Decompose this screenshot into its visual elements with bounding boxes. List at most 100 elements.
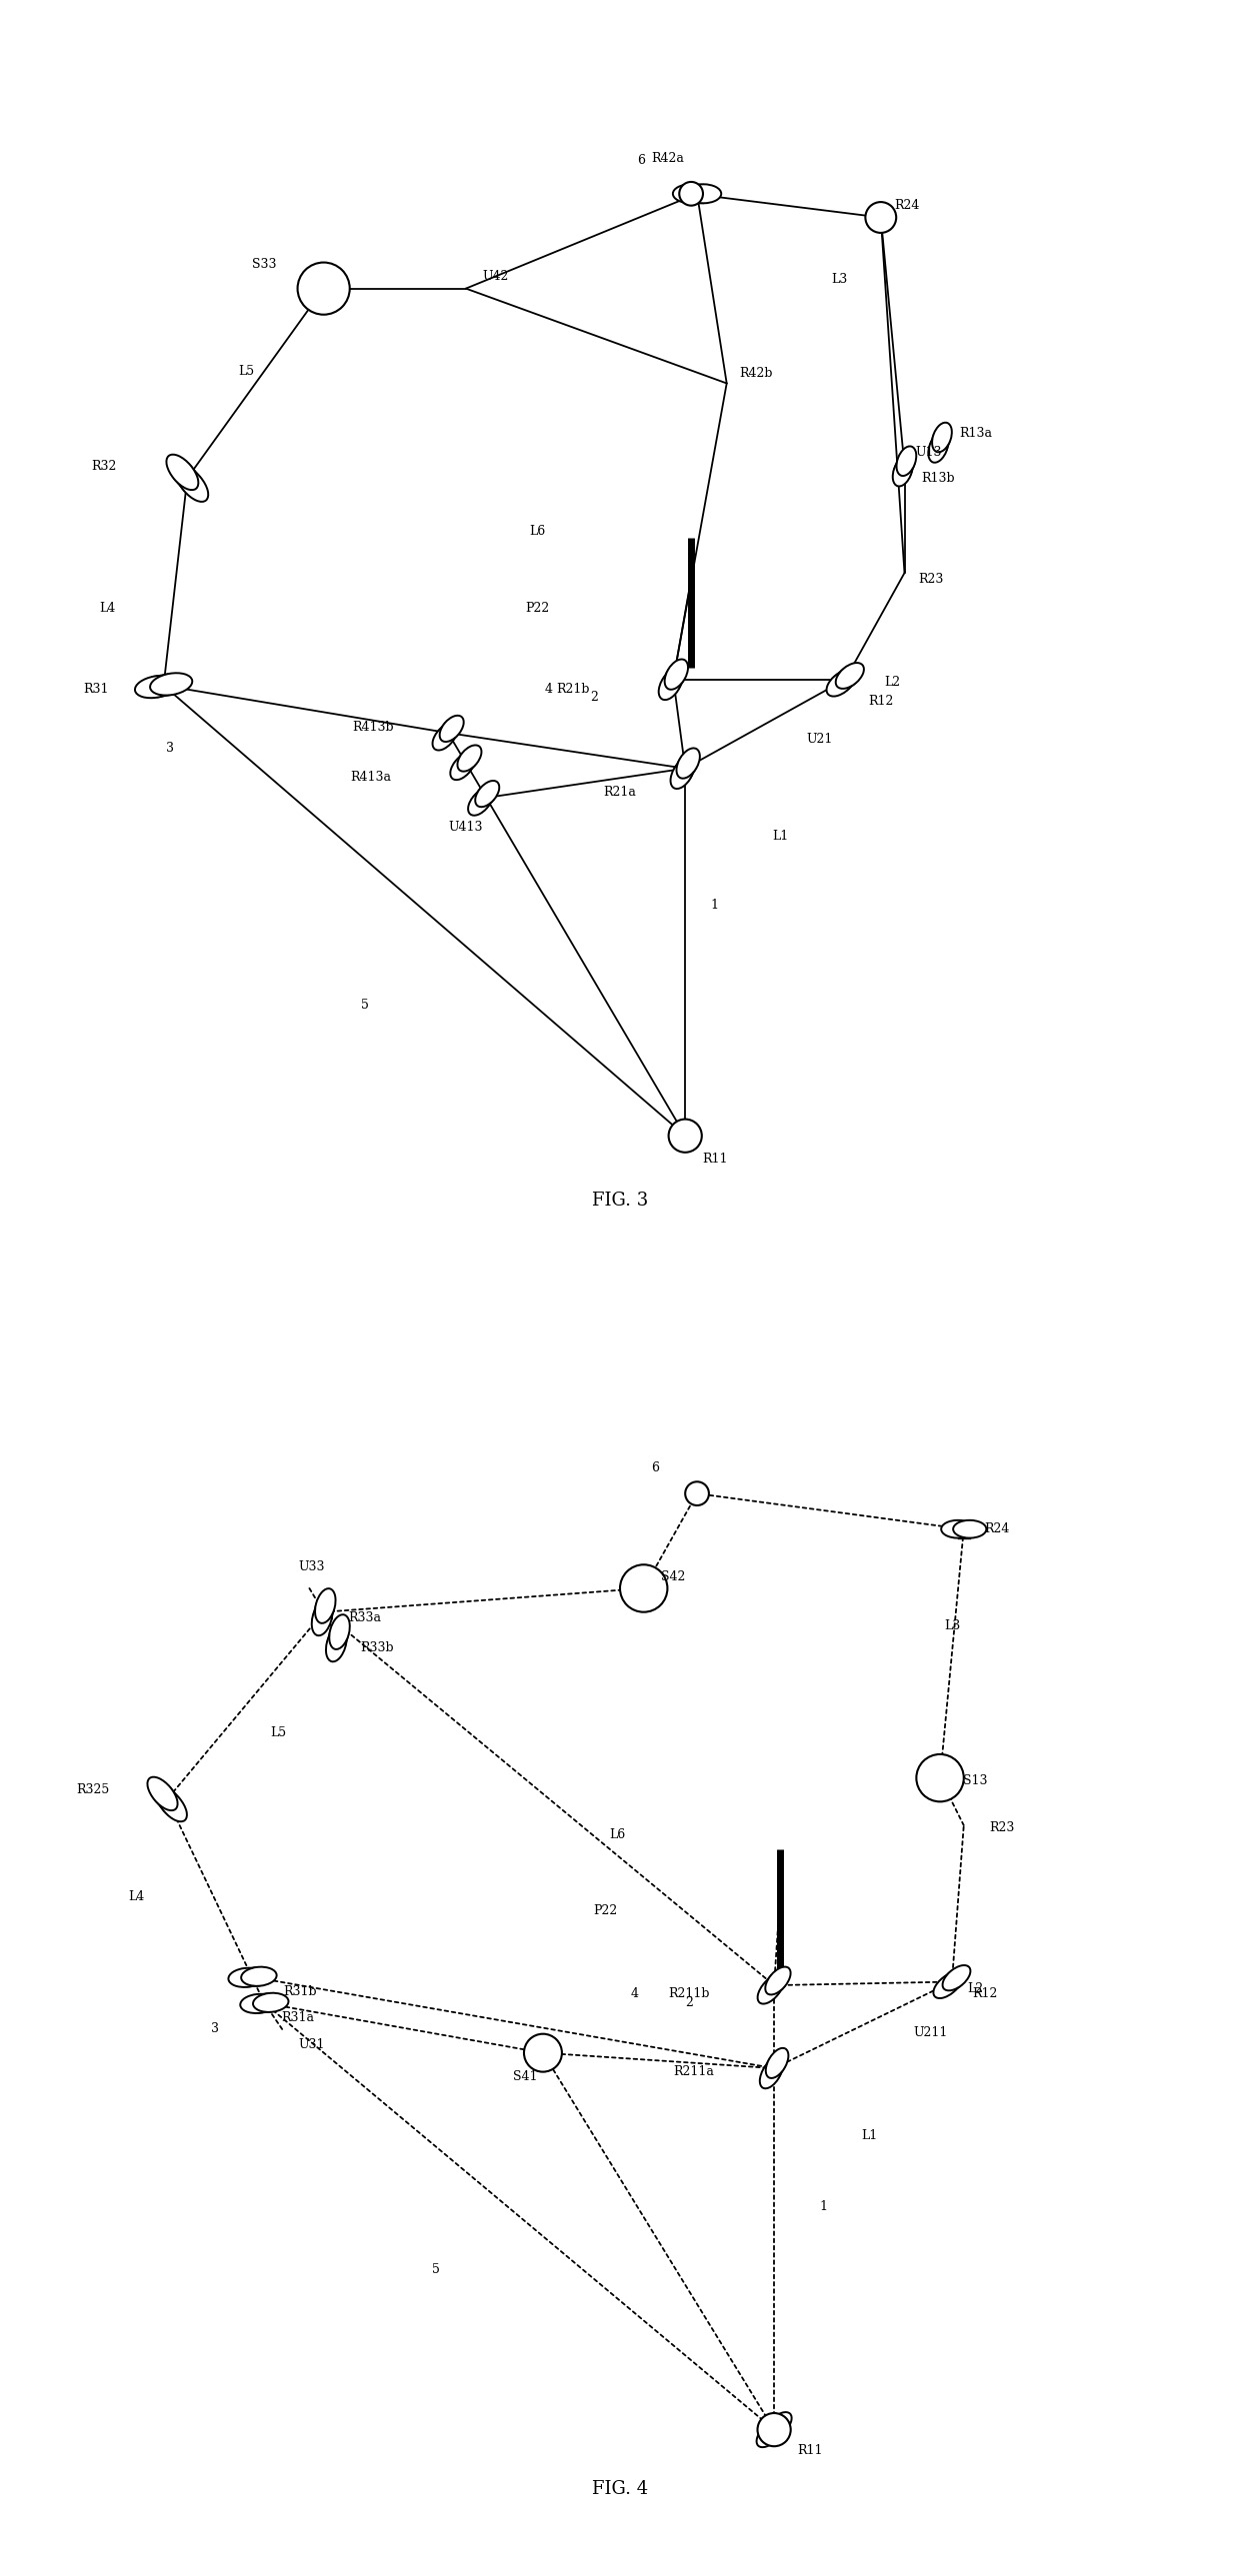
Ellipse shape	[686, 185, 722, 204]
Circle shape	[686, 1481, 709, 1504]
Text: R24: R24	[985, 1522, 1009, 1535]
Ellipse shape	[467, 788, 492, 817]
Text: R413a: R413a	[351, 770, 392, 783]
Text: U13: U13	[915, 446, 941, 459]
Ellipse shape	[677, 747, 699, 778]
Text: FIG. 3: FIG. 3	[591, 1193, 649, 1211]
Text: R11: R11	[702, 1154, 728, 1167]
Text: R33a: R33a	[348, 1613, 382, 1625]
Text: 6: 6	[637, 155, 645, 167]
Circle shape	[620, 1564, 667, 1613]
Text: U31: U31	[299, 2038, 325, 2050]
Ellipse shape	[942, 1965, 971, 1991]
Ellipse shape	[934, 1973, 961, 1999]
Text: R24: R24	[894, 198, 920, 211]
Text: 1: 1	[711, 899, 719, 912]
Ellipse shape	[765, 1968, 791, 1994]
Ellipse shape	[765, 2411, 791, 2439]
Ellipse shape	[135, 675, 177, 698]
Ellipse shape	[241, 1994, 275, 2014]
Text: R12: R12	[868, 696, 894, 708]
Text: U33: U33	[299, 1561, 325, 1574]
Text: R211a: R211a	[673, 2066, 714, 2079]
Ellipse shape	[433, 724, 456, 750]
Text: R31a: R31a	[281, 2012, 314, 2025]
Ellipse shape	[673, 185, 708, 204]
Ellipse shape	[941, 1520, 975, 1538]
Circle shape	[680, 183, 703, 206]
Text: 5: 5	[361, 999, 370, 1012]
Text: 4: 4	[544, 683, 553, 696]
Text: U211: U211	[914, 2027, 947, 2040]
Text: L3: L3	[944, 1620, 960, 1633]
Text: R413b: R413b	[352, 721, 394, 734]
Text: U42: U42	[482, 270, 508, 283]
Ellipse shape	[475, 781, 500, 806]
Circle shape	[866, 201, 897, 232]
Ellipse shape	[665, 659, 688, 690]
Text: FIG. 4: FIG. 4	[591, 2481, 649, 2499]
Text: R23: R23	[990, 1821, 1014, 1834]
Text: R32: R32	[92, 459, 117, 474]
Text: L4: L4	[128, 1891, 145, 1904]
Text: L4: L4	[99, 603, 117, 616]
Text: 2: 2	[590, 690, 598, 703]
Text: R42a: R42a	[651, 152, 683, 165]
Text: R33b: R33b	[360, 1641, 394, 1654]
Text: 3: 3	[166, 742, 174, 755]
Ellipse shape	[458, 744, 481, 770]
Ellipse shape	[671, 757, 694, 788]
Ellipse shape	[893, 456, 913, 487]
Ellipse shape	[440, 716, 464, 742]
Text: U413: U413	[449, 822, 484, 835]
Text: L6: L6	[529, 526, 546, 538]
Text: R325: R325	[76, 1783, 109, 1795]
Ellipse shape	[148, 1777, 177, 1811]
Text: 3: 3	[211, 2022, 218, 2035]
Text: R21b: R21b	[556, 683, 589, 696]
Text: R11: R11	[797, 2445, 822, 2458]
Text: L5: L5	[238, 366, 254, 379]
Ellipse shape	[758, 1976, 782, 2004]
Ellipse shape	[954, 1520, 986, 1538]
Text: P22: P22	[525, 603, 549, 616]
Ellipse shape	[932, 422, 952, 453]
Text: 1: 1	[820, 2200, 828, 2213]
Ellipse shape	[658, 670, 682, 701]
Text: U21: U21	[806, 732, 832, 744]
Text: S42: S42	[661, 1569, 686, 1584]
Circle shape	[298, 263, 350, 314]
Text: L6: L6	[610, 1829, 626, 1842]
Ellipse shape	[836, 662, 864, 688]
Text: L2: L2	[967, 1984, 983, 1996]
Text: P22: P22	[594, 1904, 618, 1917]
Text: R21a: R21a	[604, 786, 636, 799]
Text: R42b: R42b	[739, 368, 773, 381]
Text: S41: S41	[513, 2071, 537, 2084]
Ellipse shape	[311, 1600, 332, 1636]
Text: R13a: R13a	[959, 428, 992, 440]
Ellipse shape	[150, 672, 192, 696]
Text: L2: L2	[884, 675, 900, 688]
Text: L1: L1	[861, 2130, 877, 2143]
Ellipse shape	[450, 755, 475, 781]
Text: R12: R12	[972, 1986, 998, 1999]
Ellipse shape	[929, 433, 949, 464]
Text: 6: 6	[651, 1461, 660, 1473]
Ellipse shape	[228, 1968, 264, 1986]
Text: R23: R23	[918, 572, 944, 585]
Ellipse shape	[827, 670, 854, 696]
Ellipse shape	[315, 1589, 336, 1623]
Ellipse shape	[241, 1968, 277, 1986]
Text: L3: L3	[831, 273, 847, 286]
Text: R13b: R13b	[921, 471, 955, 484]
Text: R31b: R31b	[283, 1984, 316, 1999]
Circle shape	[916, 1754, 963, 1801]
Text: 4: 4	[630, 1986, 639, 1999]
Ellipse shape	[166, 453, 198, 489]
Circle shape	[668, 1118, 702, 1151]
Ellipse shape	[253, 1994, 289, 2012]
Text: 5: 5	[433, 2264, 440, 2277]
Text: L5: L5	[270, 1726, 286, 1739]
Text: L1: L1	[773, 829, 789, 842]
